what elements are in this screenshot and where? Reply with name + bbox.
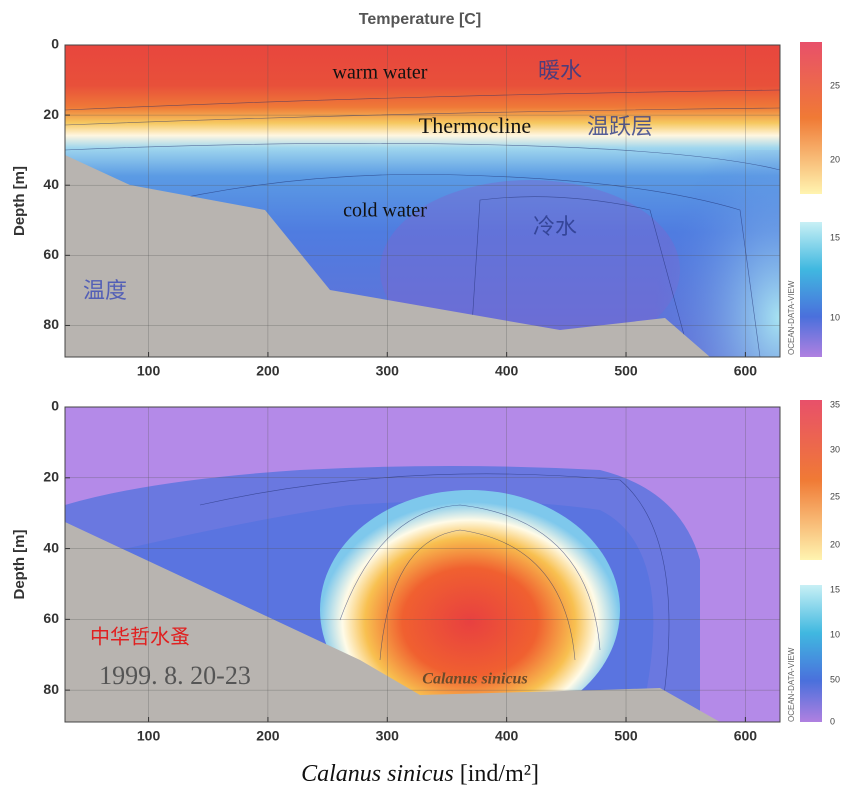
colorbar-label: 25 <box>830 80 840 90</box>
caption: Calanus sinicus [ind/m²] <box>301 761 539 787</box>
colorbar-label: 10 <box>830 312 840 322</box>
x-tick-label: 300 <box>376 363 400 379</box>
colorbar-label: 50 <box>830 674 840 684</box>
annotation: 暖水 <box>538 59 582 84</box>
abundance-field <box>65 407 780 722</box>
colorbar-label: 15 <box>830 232 840 242</box>
y-tick-label: 80 <box>43 316 59 332</box>
watermark: OCEAN-DATA-VIEW <box>787 280 796 355</box>
x-tick-label: 400 <box>495 363 519 379</box>
y-tick-label: 0 <box>51 398 59 414</box>
temperature-field <box>65 45 780 357</box>
annotation: cold water <box>343 200 427 222</box>
x-tick-label: 100 <box>137 728 161 744</box>
x-tick-label: 600 <box>734 363 758 379</box>
y-tick-label: 40 <box>43 176 59 192</box>
x-tick-label: 100 <box>137 363 161 379</box>
y-tick-label: 60 <box>43 246 59 262</box>
x-tick-label: 200 <box>256 363 280 379</box>
colorbar-label: 20 <box>830 154 840 164</box>
x-tick-label: 500 <box>614 363 638 379</box>
y-tick-label: 60 <box>43 610 59 626</box>
x-tick-label: 500 <box>614 728 638 744</box>
colorbar-label: 10 <box>830 629 840 639</box>
plot-frame <box>64 406 781 723</box>
caption-unit: [ind/m²] <box>460 761 539 787</box>
caption-species: Calanus sinicus <box>301 761 454 787</box>
y-tick-label: 20 <box>43 468 59 484</box>
y-axis-label: Depth [m] <box>11 166 28 236</box>
y-tick-label: 20 <box>43 106 59 122</box>
colorbar-label: 25 <box>830 491 840 501</box>
colorbar-label: 15 <box>830 584 840 594</box>
y-axis-label: Depth [m] <box>11 530 28 600</box>
colorbar-label: 0 <box>830 716 835 726</box>
colorbar <box>800 585 822 722</box>
annotation: 1999. 8. 20-23 <box>99 661 251 690</box>
colorbar-label: 20 <box>830 539 840 549</box>
y-tick-label: 80 <box>43 681 59 697</box>
annotation: Thermocline <box>419 113 531 138</box>
y-tick-label: 40 <box>43 539 59 555</box>
annotation: 温度 <box>83 279 127 304</box>
annotation: 中华哲水蚤 <box>90 625 190 648</box>
annotation: Calanus sinicus <box>422 671 527 688</box>
annotation: 冷水 <box>533 215 577 240</box>
colorbar-label: 35 <box>830 399 840 409</box>
colorbar <box>800 222 822 357</box>
x-tick-label: 600 <box>734 728 758 744</box>
x-tick-label: 300 <box>376 728 400 744</box>
colorbar <box>800 42 822 194</box>
x-tick-label: 200 <box>256 728 280 744</box>
annotation: 温跃层 <box>587 115 653 140</box>
annotation: warm water <box>333 62 428 84</box>
plot-frame <box>64 44 781 358</box>
x-tick-label: 400 <box>495 728 519 744</box>
watermark: OCEAN-DATA-VIEW <box>787 647 796 722</box>
chart-title: Temperature [C] <box>359 11 481 28</box>
colorbar-label: 30 <box>830 444 840 454</box>
colorbar <box>800 400 822 560</box>
y-tick-label: 0 <box>51 36 59 52</box>
